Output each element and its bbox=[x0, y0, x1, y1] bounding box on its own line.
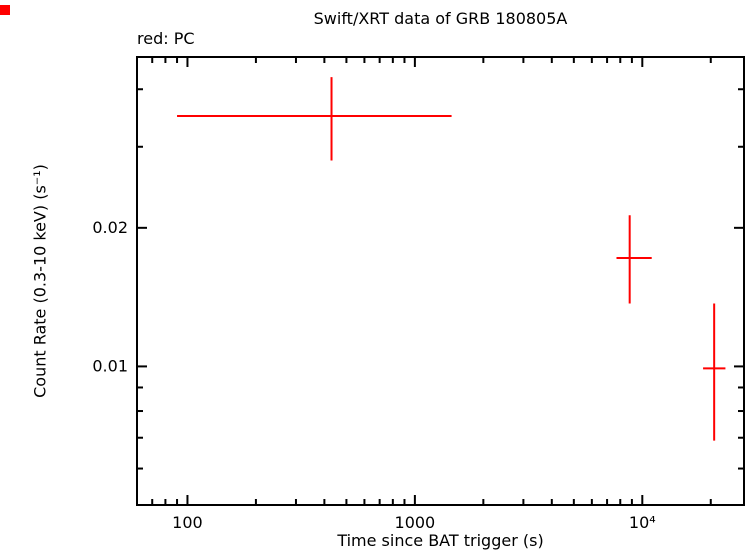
x-tick-label: 10⁴ bbox=[629, 513, 656, 532]
chart-title: Swift/XRT data of GRB 180805A bbox=[313, 9, 568, 28]
y-tick-label: 0.01 bbox=[92, 356, 128, 375]
mode-label: red: PC bbox=[137, 29, 195, 48]
x-tick-label: 1000 bbox=[395, 513, 436, 532]
plot-frame bbox=[136, 56, 745, 506]
corner-marker bbox=[0, 5, 10, 15]
y-tick-label: 0.02 bbox=[92, 218, 128, 237]
x-tick-label: 100 bbox=[172, 513, 203, 532]
x-axis-label: Time since BAT trigger (s) bbox=[337, 531, 544, 550]
